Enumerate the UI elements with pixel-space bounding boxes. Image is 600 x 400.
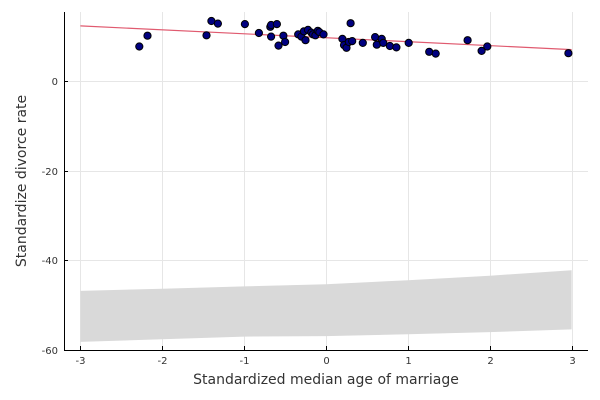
x-tick-label: 2: [487, 356, 493, 367]
data-point: [346, 19, 355, 28]
y-axis-label: Standardize divorce rate: [14, 95, 30, 267]
data-point: [385, 41, 394, 51]
data-point: [358, 38, 367, 48]
x-tick-label: -2: [158, 356, 168, 367]
data-point: [274, 41, 283, 50]
data-point: [392, 43, 401, 52]
data-point: [240, 20, 249, 29]
tick-labels: -3 -2 -1 0 1 2 3 -60 -40 -20 0: [42, 77, 576, 367]
data-point: [267, 32, 276, 41]
data-point: [319, 30, 328, 39]
data-point: [272, 20, 281, 29]
data-point: [281, 37, 290, 47]
data-point: [379, 38, 388, 48]
band-area: [80, 270, 572, 342]
x-tick-label: 0: [323, 356, 329, 367]
data-point: [301, 36, 310, 45]
data-point: [564, 49, 573, 58]
data-point: [143, 31, 152, 40]
y-tick-label: -20: [42, 167, 58, 178]
axes: [64, 12, 588, 351]
x-tick-label: -1: [240, 356, 250, 367]
data-point: [213, 19, 222, 28]
data-point: [463, 36, 472, 45]
y-tick-label: 0: [52, 77, 58, 88]
x-tick-label: -3: [76, 356, 86, 367]
data-point: [135, 42, 144, 51]
x-axis-label: Standardized median age of marriage: [193, 372, 459, 388]
data-point: [348, 37, 357, 46]
data-point: [202, 31, 211, 40]
data-point: [404, 38, 413, 48]
data-point: [483, 42, 492, 51]
data-points: [135, 16, 573, 58]
data-point: [477, 46, 486, 56]
credible-interval-band: [80, 270, 572, 342]
grid: [64, 12, 588, 351]
data-point: [254, 28, 263, 38]
x-tick-label: 1: [405, 356, 411, 367]
data-point: [431, 49, 440, 58]
x-tick-label: 3: [569, 356, 575, 367]
y-tick-label: -60: [42, 346, 58, 357]
y-tick-label: -40: [42, 256, 58, 267]
data-point: [371, 33, 380, 42]
